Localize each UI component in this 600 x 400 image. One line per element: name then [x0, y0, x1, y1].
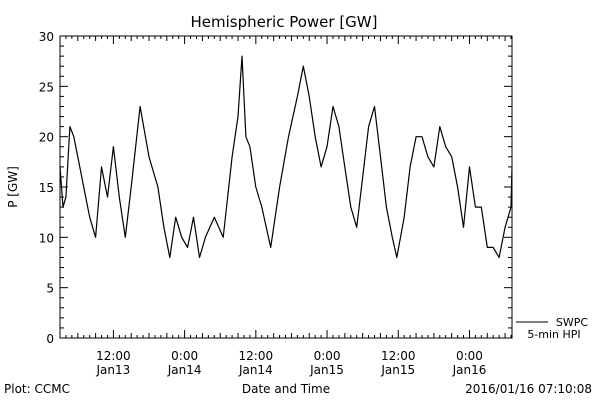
y-axis: 0 5 10 15 20 25 30	[39, 30, 512, 346]
x-axis: 12:00Jan130:00Jan1412:00Jan140:00Jan1512…	[59, 36, 512, 377]
y-tick-label: 20	[39, 131, 54, 145]
legend-label-5min-hpi: 5-min HPI	[527, 328, 580, 341]
series-layer	[59, 55, 513, 259]
y-tick-label: 25	[39, 80, 54, 94]
x-tick-label-time: 12:00	[381, 349, 416, 363]
x-tick-label-date: Jan14	[167, 363, 202, 377]
y-axis-label: P [GW]	[6, 166, 20, 208]
y-tick-label: 0	[46, 332, 54, 346]
y-tick-label: 5	[46, 282, 54, 296]
x-tick-label-date: Jan15	[309, 363, 344, 377]
plot-frame	[59, 35, 513, 339]
x-tick-label-date: Jan16	[452, 363, 487, 377]
y-tick-label: 30	[39, 30, 54, 44]
legend-label-swpc: SWPC	[556, 316, 588, 329]
y-tick-label: 10	[39, 231, 54, 245]
x-tick-label-time: 0:00	[456, 349, 483, 363]
x-axis-label: Date and Time	[242, 382, 330, 396]
x-tick-label-date: Jan15	[380, 363, 415, 377]
plot-area	[59, 35, 513, 339]
x-tick-label-date: Jan14	[238, 363, 273, 377]
chart-title: Hemispheric Power [GW]	[191, 13, 378, 31]
x-tick-label-date: Jan13	[96, 363, 131, 377]
x-tick-label-time: 0:00	[171, 349, 198, 363]
series-line-swpc	[59, 55, 513, 259]
y-tick-label: 15	[39, 181, 54, 195]
x-tick-label-time: 12:00	[96, 349, 131, 363]
plot-timestamp: 2016/01/16 07:10:08	[465, 382, 592, 396]
x-tick-label-time: 0:00	[314, 349, 341, 363]
x-tick-label-time: 12:00	[239, 349, 274, 363]
legend: SWPC 5-min HPI	[516, 316, 588, 341]
plot-credit: Plot: CCMC	[4, 382, 70, 396]
